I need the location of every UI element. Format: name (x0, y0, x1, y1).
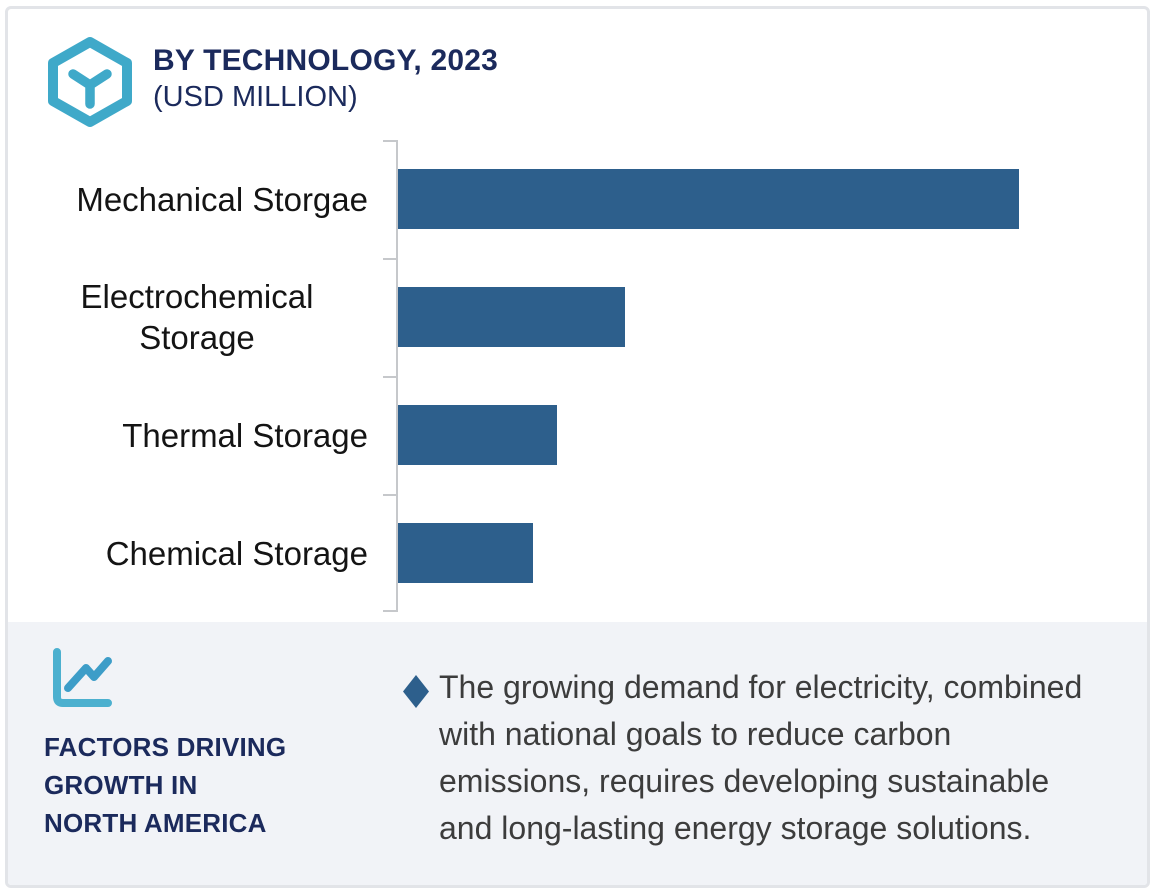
bullet-item: The growing demand for electricity, comb… (403, 664, 1101, 852)
chart-title: BY TECHNOLOGY, 2023 (153, 44, 499, 77)
axis-tick (383, 376, 396, 378)
value-axis-line (396, 140, 398, 612)
bar (398, 523, 533, 583)
category-label: Chemical Storage (26, 508, 368, 598)
infographic-card: BY TECHNOLOGY, 2023 (USD MILLION) Mechan… (5, 6, 1150, 888)
axis-tick (383, 258, 396, 260)
category-label: Mechanical Storgae (26, 154, 368, 244)
bar (398, 287, 625, 347)
axis-tick (383, 610, 396, 612)
category-label-text: Mechanical Storgae (76, 180, 368, 218)
chart-header: BY TECHNOLOGY, 2023 (USD MILLION) (153, 42, 498, 116)
category-label-text: Electrochemical Storage (80, 278, 314, 356)
bullet-text: The growing demand for electricity, comb… (439, 669, 1083, 846)
footer-panel: FACTORS DRIVING GROWTH IN NORTH AMERICA … (8, 622, 1147, 885)
diamond-bullet-icon (403, 675, 429, 708)
hexagon-box-icon (48, 37, 132, 127)
footer-heading: FACTORS DRIVING GROWTH IN NORTH AMERICA (44, 732, 287, 838)
bar-chart: Mechanical Storgae Electrochemical Storag… (8, 9, 1147, 622)
axis-tick (383, 494, 396, 496)
category-label: Electrochemical Storage (26, 272, 368, 362)
category-label-text: Chemical Storage (105, 534, 368, 572)
axis-tick (383, 140, 396, 142)
category-label: Thermal Storage (26, 390, 368, 480)
line-chart-icon (53, 648, 112, 707)
chart-subtitle: (USD MILLION) (153, 81, 358, 113)
category-label-text: Thermal Storage (122, 416, 368, 454)
bar (398, 405, 557, 465)
bar (398, 169, 1019, 229)
